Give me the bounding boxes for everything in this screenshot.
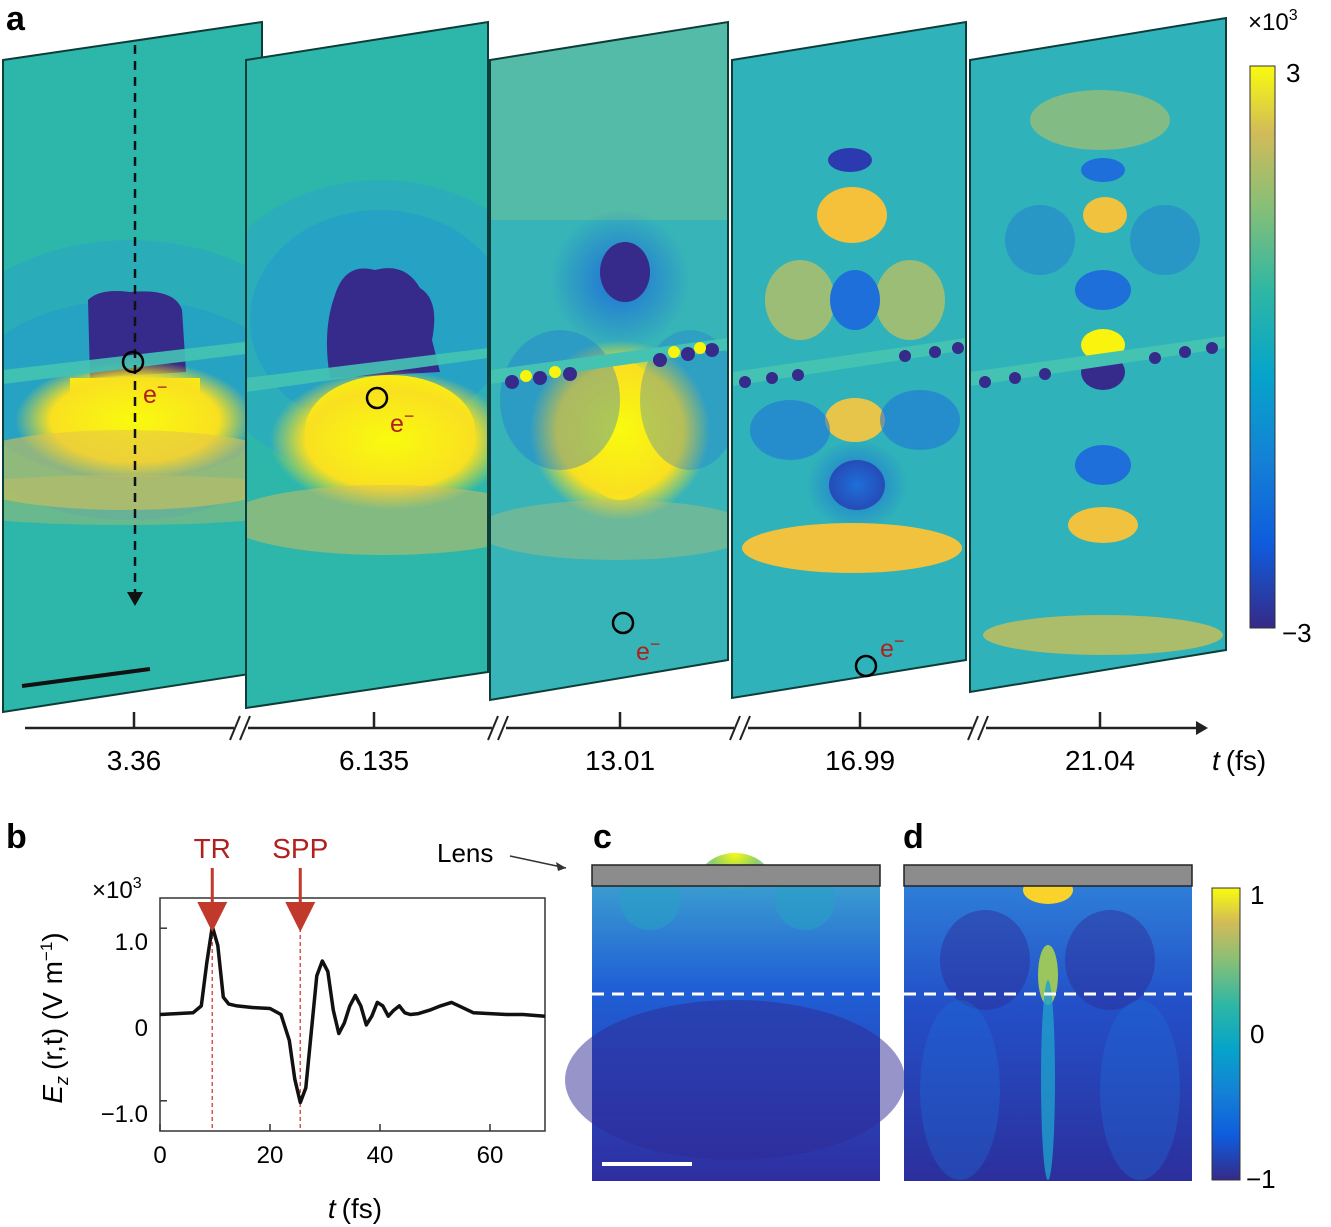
colorbar-cd: 1 0 −1 [1211,880,1276,1194]
annotation-TR: TR [194,833,231,864]
xtick-40: 40 [367,1142,394,1169]
field-slice-3: e− [489,20,729,702]
field-slice-2: e− [245,20,489,710]
time-label-4: 16.99 [825,745,895,776]
panel-b-chart: 1.0 0 −1.0 0 20 40 60 ×103 t (fs) Ez(r,t)… [37,833,546,1224]
ytick-0: 0 [135,1015,148,1042]
lens-pointer [509,855,567,869]
time-axis: 3.36 6.135 13.01 16.99 21.04 t (fs) [25,712,1266,776]
ytick-1: 1.0 [115,929,148,956]
panel-a-label: a [6,0,26,38]
colorbar-a: ×103 3 −3 [1248,7,1312,648]
lens-c [591,864,881,887]
field-slice-1: e− [1,20,263,714]
xtick-20: 20 [257,1142,284,1169]
panel-d-label: d [903,818,924,856]
panel-b-xlabel: t (fs) [328,1193,382,1224]
scale-bar-a [21,667,151,688]
colorbar-cd-min: −1 [1246,1164,1276,1194]
chart-ticks [159,927,491,1131]
panel-b-ylabel: Ez(r,t) (V m−1) [37,932,72,1103]
xtick-60: 60 [477,1142,504,1169]
colorbar-a-max: 3 [1286,58,1300,88]
colorbar-cd-max: 1 [1250,880,1264,910]
series-line-Ez [159,924,546,1105]
panel-b-label: b [6,818,27,856]
xtick-0: 0 [153,1142,166,1169]
lens-label: Lens [437,838,493,868]
electron-marker [121,350,145,374]
panel-d-field [903,864,1193,1181]
field-slice-5 [969,16,1227,694]
time-label-2: 6.135 [339,745,409,776]
panel-c-label: c [593,818,612,856]
panel-b-scale: ×103 [92,875,142,904]
time-axis-label: t (fs) [1212,745,1266,776]
svg-text:e−: e− [880,631,904,663]
electron-label: e− [143,377,167,409]
svg-text:e−: e− [636,634,660,666]
svg-text:e−: e− [390,406,414,438]
annotation-SPP: SPP [272,833,328,864]
colorbar-cd-mid: 0 [1250,1019,1264,1049]
time-label-3: 13.01 [585,745,655,776]
lens-d [903,864,1193,887]
colorbar-a-scale: ×103 [1248,7,1298,36]
time-label-1: 3.36 [107,745,162,776]
colorbar-a-min: −3 [1282,618,1312,648]
ytick-m1: −1.0 [101,1101,148,1128]
panel-c-field [565,853,905,1181]
field-slice-4: e− [731,20,967,700]
time-label-5: 21.04 [1065,745,1135,776]
